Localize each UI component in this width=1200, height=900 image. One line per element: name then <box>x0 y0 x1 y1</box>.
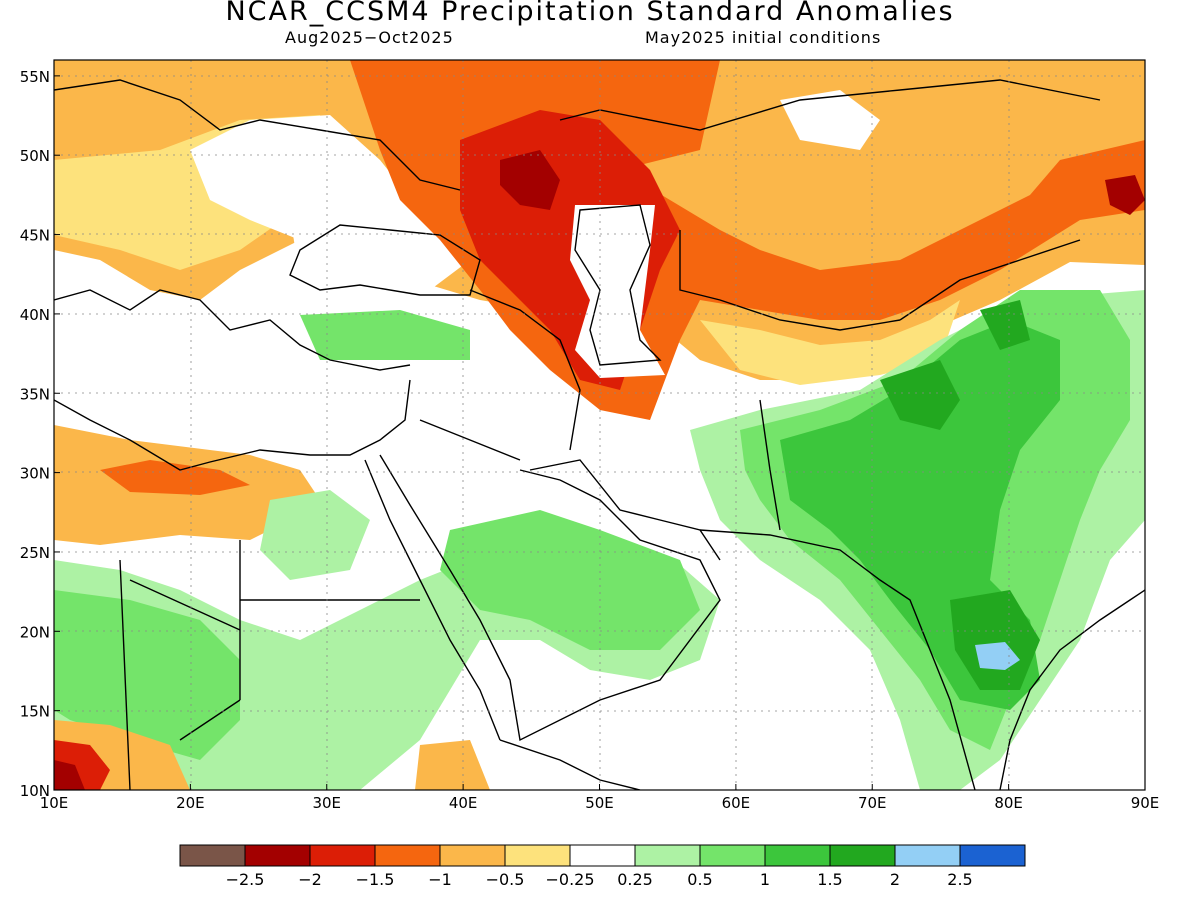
colorbar-swatch <box>309 844 376 867</box>
colorbar-boxes <box>179 844 1026 867</box>
colorbar-label: 0.5 <box>687 870 712 889</box>
anomaly-region-neutral-1 <box>780 90 880 150</box>
colorbar-label: −2.5 <box>226 870 265 889</box>
anomaly-region-north-africa-core <box>100 460 250 495</box>
persian-gulf <box>529 459 721 561</box>
colorbar-swatch <box>829 844 896 867</box>
lat-tick-label: 35N <box>20 385 50 403</box>
border-4 <box>419 289 581 461</box>
red-sea-east <box>379 454 721 742</box>
med-north-coast <box>54 289 411 371</box>
colorbar-label: 2 <box>890 870 900 889</box>
colorbar-label: −0.5 <box>486 870 525 889</box>
anomaly-region-africa-light <box>260 490 370 580</box>
arabian-sea-coast <box>699 529 976 790</box>
anomaly-region-horn-orange <box>415 740 490 790</box>
colorbar-swatch <box>374 844 441 867</box>
anomaly-region-central-asia-yellow <box>700 300 960 385</box>
colorbar-label: −2 <box>298 870 322 889</box>
gridlines <box>54 60 1145 790</box>
axis-ticks <box>53 75 1146 791</box>
anomaly-region-dark-red <box>500 150 560 210</box>
anomaly-region-south-asia-darker-2 <box>950 590 1040 690</box>
colorbar-label: −1 <box>428 870 452 889</box>
horn-of-africa <box>499 739 641 790</box>
colorbar-label: −0.25 <box>545 870 594 889</box>
lat-tick-label: 50N <box>20 147 50 165</box>
lon-tick-label: 90E <box>1131 794 1160 812</box>
colorbar-label: 0.25 <box>617 870 653 889</box>
anomaly-region-dark-red-2 <box>1105 175 1145 215</box>
caspian-sea <box>574 204 662 366</box>
colorbar-swatch <box>439 844 506 867</box>
colorbar-swatch <box>244 844 311 867</box>
anomaly-region-sw-darkred <box>54 760 85 790</box>
lat-tick-label: 40N <box>20 306 50 324</box>
colorbar-swatch <box>959 844 1026 867</box>
longitude-labels: 10E 20E 30E 40E 50E 60E 70E 80E 90E <box>40 794 1160 812</box>
latitude-labels: 10N 15N 20N 25N 30N 35N 40N 45N 50N 55N <box>20 68 50 800</box>
anomaly-region-south-asia-darker <box>880 360 960 430</box>
colorbar-swatch <box>699 844 766 867</box>
lat-tick-label: 30N <box>20 465 50 483</box>
lon-tick-label: 70E <box>858 794 887 812</box>
colorbar-swatch <box>634 844 701 867</box>
lon-tick-label: 30E <box>312 794 341 812</box>
colorbar-swatch <box>504 844 571 867</box>
anomaly-region-south-asia-darker-3 <box>980 300 1030 350</box>
red-sea-west <box>364 459 501 741</box>
lon-tick-label: 10E <box>40 794 69 812</box>
colorbar-swatch <box>569 844 636 867</box>
lat-tick-label: 10N <box>20 782 50 800</box>
colorbar-labels: −2.5 −2 −1.5 −1 −0.5 −0.25 0.25 0.5 1 1.5 2 2.5 <box>226 870 973 889</box>
lon-tick-label: 80E <box>994 794 1023 812</box>
lon-tick-label: 60E <box>722 794 751 812</box>
map-title: NCAR_CCSM4 Precipitation Standard Anomal… <box>225 0 955 27</box>
anomaly-region-east-africa-medium <box>54 590 240 760</box>
black-sea <box>289 224 481 296</box>
lat-tick-label: 45N <box>20 227 50 245</box>
border-2 <box>679 230 901 531</box>
colorbar-swatch <box>179 844 246 867</box>
forecast-period: Aug2025−Oct2025 <box>285 28 454 47</box>
lat-tick-label: 25N <box>20 544 50 562</box>
initial-conditions: May2025 initial conditions <box>645 28 882 47</box>
india-east-coast <box>999 589 1145 790</box>
colorbar-label: −1.5 <box>356 870 395 889</box>
border-1 <box>129 540 420 700</box>
colorbar-label: 1.5 <box>817 870 842 889</box>
lon-tick-label: 20E <box>176 794 205 812</box>
lon-tick-label: 50E <box>585 794 614 812</box>
colorbar-label: 1 <box>760 870 770 889</box>
caspian-neutral <box>570 205 665 378</box>
lat-tick-label: 15N <box>20 703 50 721</box>
anomaly-region-levant-green <box>300 310 470 360</box>
north-africa-coast <box>54 379 411 471</box>
colorbar-swatch <box>764 844 831 867</box>
border-3 <box>119 239 1081 790</box>
lat-tick-label: 55N <box>20 68 50 86</box>
lon-tick-label: 40E <box>449 794 478 812</box>
colorbar-swatch <box>894 844 961 867</box>
lat-tick-label: 20N <box>20 623 50 641</box>
colorbar-label: 2.5 <box>947 870 972 889</box>
anomaly-region-arabia-medium <box>440 510 700 650</box>
anomaly-shading <box>54 60 1145 790</box>
